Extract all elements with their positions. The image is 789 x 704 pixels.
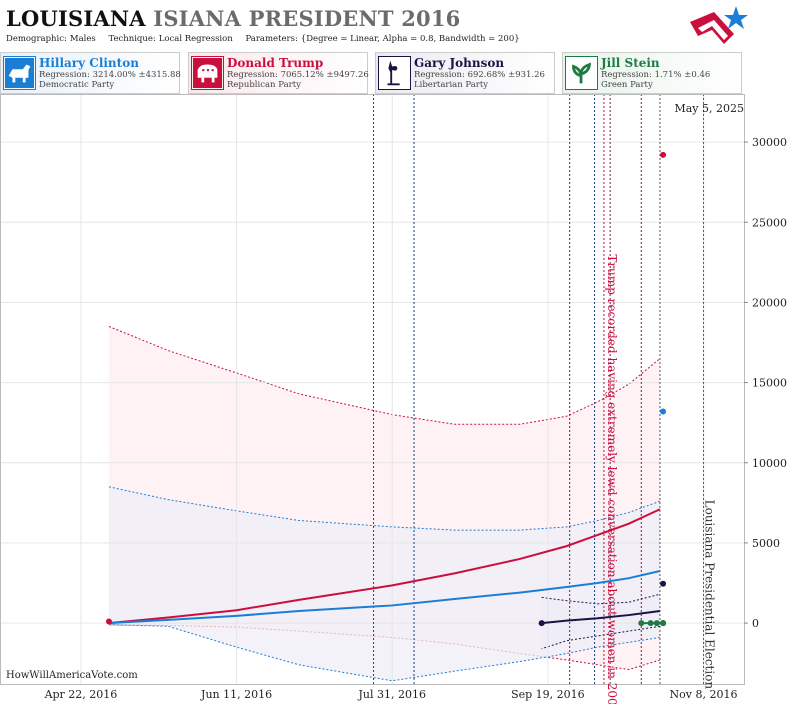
- regression-chart: Apr 22, 2016 Jun 11, 2016 Jul 31, 2016 Sep …: [0, 94, 787, 704]
- confidence-band: [541, 594, 660, 649]
- page-title: LOUISIANA ISIANA PRESIDENT 2016: [6, 6, 460, 31]
- x-tick-label: Apr 22, 2016: [44, 688, 118, 701]
- election-annotation: Louisiana Presidential Election: [703, 500, 717, 690]
- candidate-party: Libertarian Party: [414, 80, 489, 90]
- axes: Apr 22, 2016 Jun 11, 2016 Jul 31, 2016 Sep …: [0, 94, 787, 701]
- title-state: LOUISIANA: [6, 6, 146, 31]
- candidate-name: Gary Johnson: [414, 56, 505, 70]
- candidate-regression: Regression: 3214.00% ±4315.88: [39, 70, 181, 80]
- demographic-label: Demographic:: [6, 34, 67, 44]
- parameters-value: {Degree = Linear, Alpha = 0.8, Bandwidth…: [300, 34, 520, 44]
- data-point: [538, 620, 545, 627]
- y-tick-label: 10000: [752, 457, 787, 470]
- candidate-card-johnson: Gary Johnson Regression: 692.68% ±931.26…: [375, 52, 555, 94]
- y-tick-label: 25000: [752, 216, 787, 229]
- data-point: [660, 151, 667, 158]
- data-point: [660, 408, 667, 415]
- candidate-name: Donald Trump: [227, 56, 324, 70]
- y-tick-label: 0: [752, 617, 759, 630]
- candidate-party: Democratic Party: [39, 80, 115, 90]
- data-point: [647, 620, 654, 627]
- candidate-card-stein: Jill Stein Regression: 1.71% ±0.46 Green…: [562, 52, 742, 94]
- band-lower: [108, 624, 661, 682]
- data-point: [653, 620, 660, 627]
- technique-label: Technique:: [108, 34, 156, 44]
- statue-of-liberty-icon: [378, 56, 411, 90]
- candidate-regression: Regression: 7065.12% ±9497.26: [227, 70, 369, 80]
- candidate-party: Republican Party: [227, 80, 301, 90]
- parameters-line: Demographic: Males Technique: Local Regres…: [6, 34, 520, 44]
- candidate-party: Green Party: [601, 80, 653, 90]
- donkey-icon: [3, 56, 36, 90]
- watermark: HowWillAmericaVote.com: [6, 670, 138, 681]
- annotations: Trump recorded having extremely lewd con…: [605, 254, 717, 704]
- x-tick-label: Nov 8, 2016: [670, 688, 738, 701]
- elephant-icon: [191, 56, 224, 90]
- confidence-bands: [108, 326, 661, 682]
- series-line: [541, 610, 661, 625]
- date-label: May 5, 2025: [674, 102, 744, 115]
- x-tick-label: Sep 19, 2016: [511, 688, 585, 701]
- candidate-name: Hillary Clinton: [39, 56, 139, 70]
- band-lower: [541, 625, 661, 650]
- data-points: [105, 151, 667, 627]
- x-tick-label: Jul 31, 2016: [357, 688, 426, 701]
- confidence-band: [108, 486, 660, 681]
- series-line: [108, 508, 661, 625]
- candidate-legend: Hillary Clinton Regression: 3214.00% ±43…: [0, 52, 789, 94]
- technique-value: Local Regression: [158, 34, 233, 44]
- site-logo-icon: [690, 6, 748, 44]
- series-line: [108, 569, 661, 625]
- parameters-label: Parameters:: [245, 34, 298, 44]
- plot-frame: [0, 94, 745, 685]
- demographic-value: Males: [69, 34, 96, 44]
- candidate-card-trump: Donald Trump Regression: 7065.12% ±9497.…: [188, 52, 369, 94]
- leaf-icon: [565, 56, 598, 90]
- candidate-regression: Regression: 1.71% ±0.46: [601, 70, 711, 80]
- band-upper: [108, 326, 661, 425]
- event-annotation: Trump recorded having extremely lewd con…: [605, 254, 619, 704]
- data-point: [638, 620, 645, 627]
- y-tick-label: 15000: [752, 377, 787, 390]
- x-tick-label: Jun 11, 2016: [200, 688, 272, 701]
- data-point: [660, 620, 667, 627]
- data-point: [660, 580, 667, 587]
- y-tick-label: 20000: [752, 296, 787, 309]
- title-rest: ISIANA PRESIDENT 2016: [153, 6, 461, 31]
- y-tick-label: 30000: [752, 136, 787, 149]
- candidate-card-clinton: Hillary Clinton Regression: 3214.00% ±43…: [0, 52, 181, 94]
- band-upper: [541, 593, 661, 605]
- data-point: [105, 618, 112, 625]
- band-upper: [108, 486, 661, 531]
- candidate-regression: Regression: 692.68% ±931.26: [414, 70, 545, 80]
- candidate-name: Jill Stein: [601, 56, 660, 70]
- y-tick-label: 5000: [752, 537, 780, 550]
